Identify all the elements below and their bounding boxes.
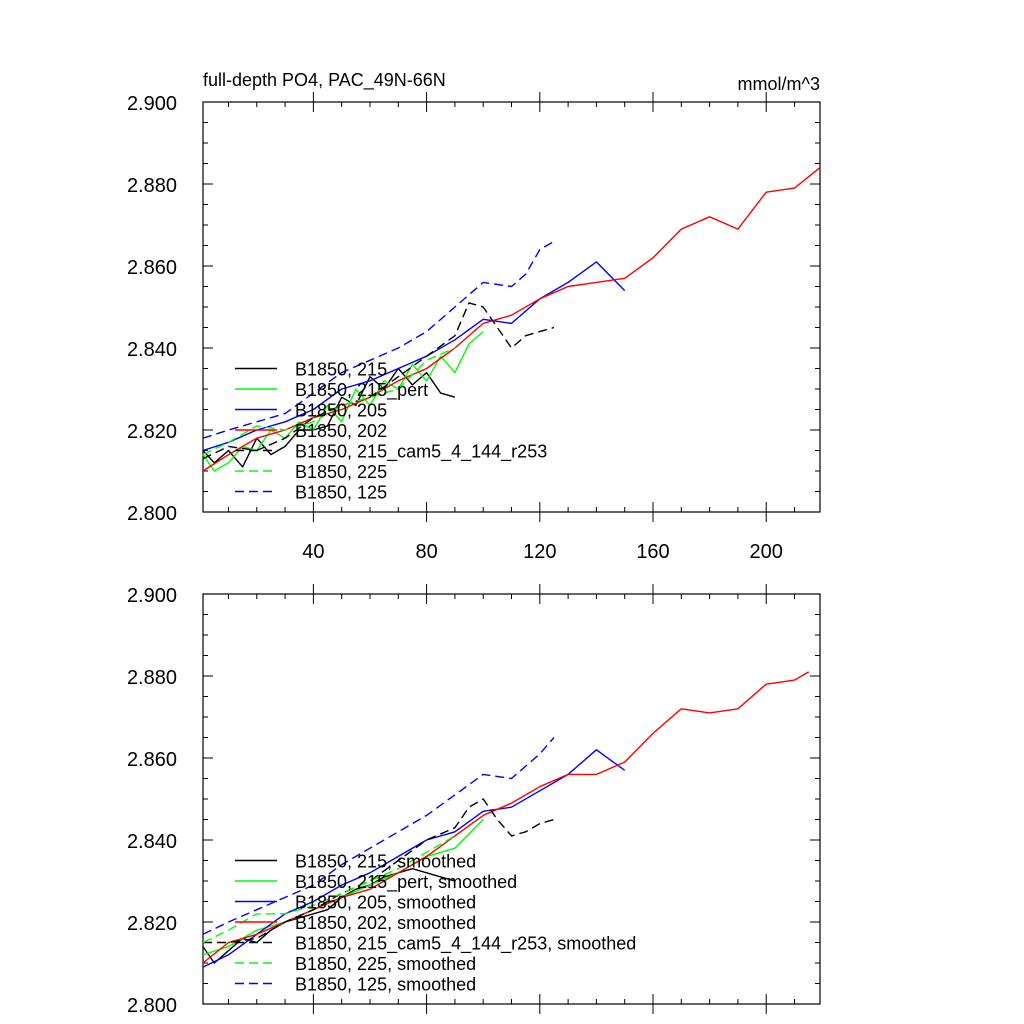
x-tick-label: 200 — [750, 541, 783, 563]
legend-label: B1850, 125 — [295, 483, 387, 503]
series-line-3 — [202, 167, 821, 472]
legend-label: B1850, 225 — [295, 462, 387, 482]
y-tick-label: 2.880 — [127, 175, 177, 197]
y-tick-label: 2.860 — [127, 749, 177, 771]
y-tick-label: 2.800 — [127, 503, 177, 525]
y-tick-label: 2.860 — [127, 257, 177, 279]
legend-label: B1850, 215_cam5_4_144_r253 — [295, 442, 547, 463]
legend-label: B1850, 225, smoothed — [295, 954, 476, 974]
chart-title: full-depth PO4, PAC_49N-66N — [203, 70, 446, 91]
legend-label: B1850, 205 — [295, 401, 387, 421]
series-line-4 — [203, 798, 555, 944]
series-line-5 — [202, 347, 456, 456]
legend-label: B1850, 202, smoothed — [295, 913, 476, 933]
y-tick-label: 2.840 — [127, 339, 177, 361]
y-tick-label: 2.800 — [127, 995, 177, 1017]
y-tick-label: 2.880 — [127, 667, 177, 689]
x-tick-label: 80 — [415, 541, 437, 563]
series-line-6 — [202, 240, 555, 439]
series-line-4 — [202, 302, 555, 460]
legend-label: B1850, 205, smoothed — [295, 893, 476, 913]
units-label: mmol/m^3 — [738, 74, 820, 94]
series-line-0 — [202, 367, 456, 468]
x-tick-label: 120 — [523, 541, 556, 563]
y-tick-label: 2.900 — [127, 93, 177, 115]
legend-label: B1850, 215 — [295, 360, 387, 380]
legend-label: B1850, 215_pert — [295, 380, 428, 401]
y-tick-label: 2.820 — [127, 913, 177, 935]
y-tick-label: 2.900 — [127, 585, 177, 607]
series-line-2 — [202, 261, 626, 452]
bottom-panel: 2.800 2.820 2.840 2.860 2.880 2.900 B1850, 215… — [127, 584, 821, 1017]
legend-label: B1850, 215_cam5_4_144_r253, smoothed — [295, 934, 636, 955]
series-line-3 — [202, 671, 810, 964]
series-line-1 — [202, 331, 484, 472]
series-line-2 — [202, 749, 626, 968]
x-tick-label: 40 — [302, 541, 324, 563]
top-panel: 2.800 2.820 2.840 2.860 2.880 2.900 40 80 120 160… — [127, 70, 821, 563]
legend-label: B1850, 215_pert, smoothed — [295, 872, 517, 893]
legend-label: B1850, 202 — [295, 421, 387, 441]
series-line-6 — [202, 737, 555, 935]
y-tick-label: 2.820 — [127, 421, 177, 443]
legend-label: B1850, 125, smoothed — [295, 975, 476, 995]
legend-label: B1850, 215, smoothed — [295, 852, 476, 872]
x-tick-label: 160 — [636, 541, 669, 563]
y-tick-label: 2.840 — [127, 831, 177, 853]
